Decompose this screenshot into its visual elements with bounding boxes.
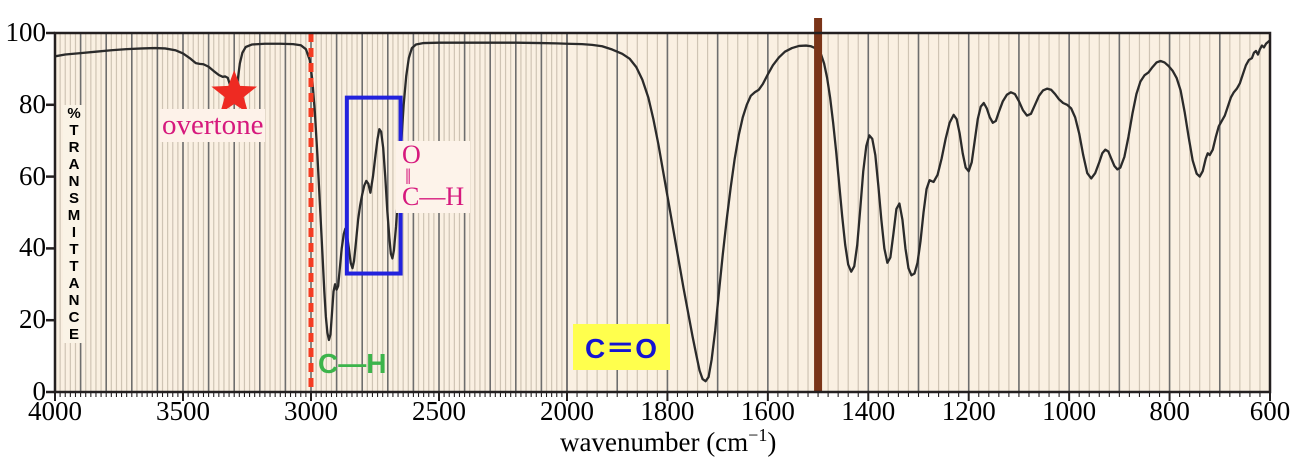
x-tick-label: 3000 <box>284 396 338 426</box>
y-axis-title-char: A <box>68 156 80 173</box>
plot-frame <box>53 31 1272 394</box>
y-axis-title-char: T <box>69 258 79 275</box>
y-axis-title-char: N <box>68 292 80 309</box>
spectrum-trace <box>55 39 1270 383</box>
x-tick-label: 2500 <box>412 396 466 426</box>
y-tick-label: 100 <box>5 17 47 47</box>
y-axis-title-char: E <box>68 326 79 343</box>
x-axis-title-paren: ) <box>767 427 777 457</box>
x-tick-label: 1600 <box>740 396 795 426</box>
y-tick-label: 20 <box>19 304 46 335</box>
x-tick-label: 3500 <box>156 396 210 426</box>
x-tick-label: 1400 <box>841 396 896 426</box>
y-tick-label: 80 <box>19 88 46 119</box>
y-axis-title-char: N <box>68 173 80 190</box>
y-axis-title-char: T <box>69 122 79 139</box>
x-axis-title-exponent: −1 <box>748 425 768 445</box>
y-axis-title-char: C <box>68 309 80 326</box>
y-tick-label: 0 <box>32 376 47 406</box>
x-axis-title-text: wavenumber (cm <box>560 427 749 457</box>
x-tick-label: 1800 <box>640 396 695 426</box>
annotation-overtone: overtone <box>160 109 266 142</box>
y-axis-title-char: S <box>68 190 79 207</box>
x-tick-label: 1200 <box>941 396 996 426</box>
y-tick-label: 60 <box>19 160 46 191</box>
y-axis-ticks <box>46 31 55 394</box>
annotation-carbonyl: C＝O <box>573 324 671 370</box>
annotation-ch-stretch: C—H <box>318 348 387 379</box>
x-tick-label: 4000 <box>28 396 82 426</box>
aldehyde-double-bond: ‖ <box>405 163 412 189</box>
y-axis-title-char: T <box>69 241 79 258</box>
x-tick-label: 600 <box>1249 396 1291 426</box>
y-axis-title-char: I <box>71 224 77 241</box>
x-tick-label: 1000 <box>1042 396 1097 426</box>
y-axis-title: % T R A N S M I T T A N C E <box>63 105 85 343</box>
y-tick-label: 40 <box>19 232 46 263</box>
y-axis-title-char: R <box>68 139 80 156</box>
y-axis-title-char: A <box>68 275 80 292</box>
x-tick-label: 800 <box>1149 396 1190 426</box>
aldehyde-carbon-hydrogen: C—H <box>402 182 465 212</box>
y-axis-title-char: % <box>67 105 81 122</box>
x-axis-ticks <box>54 392 1271 401</box>
aldehyde-oxygen: O <box>402 140 421 169</box>
star-icon <box>211 70 257 114</box>
y-axis-title-char: M <box>67 207 81 224</box>
x-tick-label: 2000 <box>540 396 594 426</box>
x-axis-title: wavenumber (cm−1) <box>560 425 776 458</box>
annotation-aldehyde-group: O ‖ C—H <box>396 140 471 213</box>
